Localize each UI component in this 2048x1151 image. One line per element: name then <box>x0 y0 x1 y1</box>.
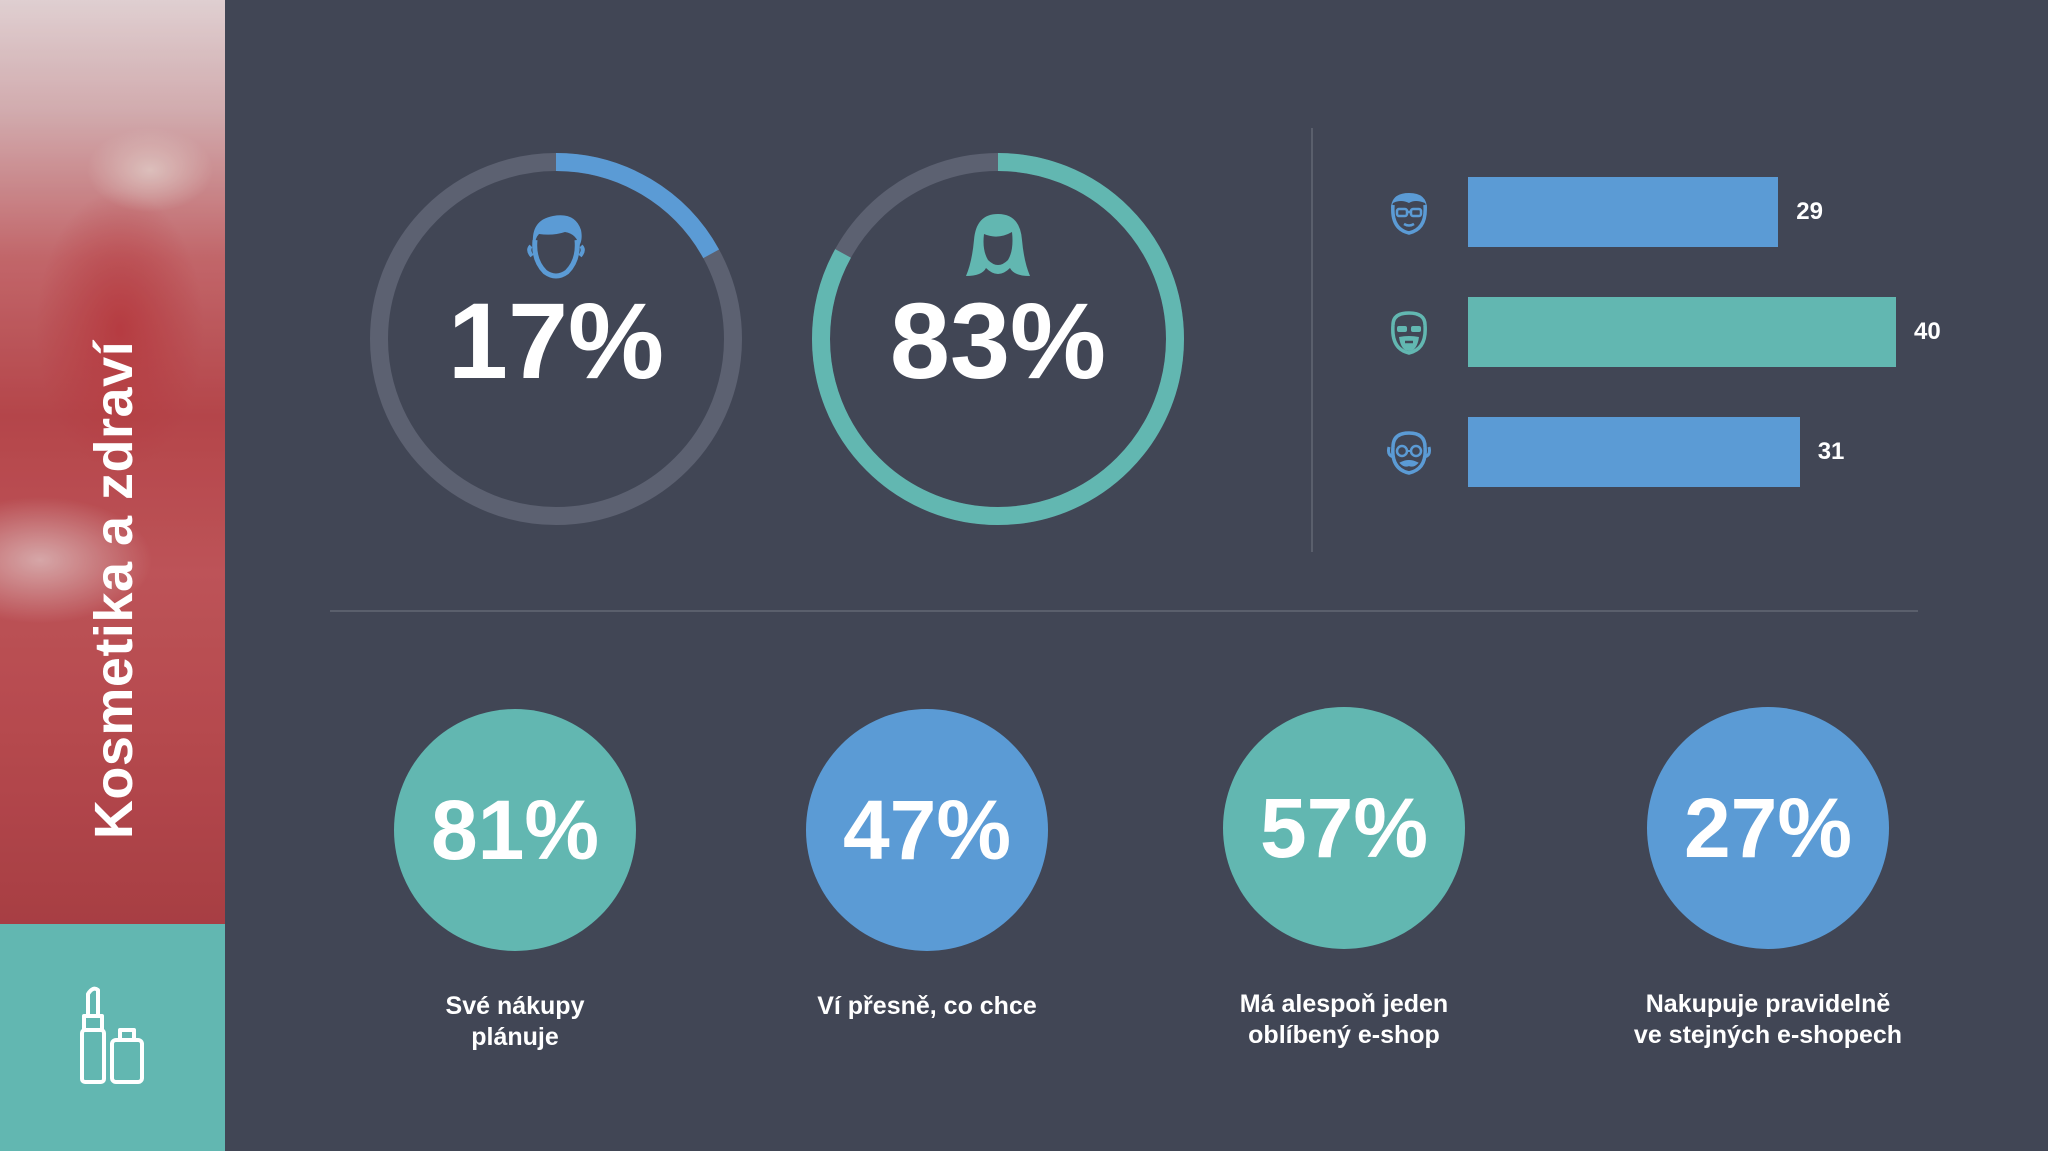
stat-label: Ví přesně, co chce <box>717 991 1137 1022</box>
bar <box>1468 297 1896 367</box>
stat-favorite-eshop: 57% Má alespoň jeden oblíbený e-shop <box>1134 707 1554 1051</box>
stat-label: Své nákupy plánuje <box>305 991 725 1053</box>
stat-label-line: oblíbený e-shop <box>1248 1021 1440 1049</box>
stat-circle: 57% <box>1223 707 1465 949</box>
sidebar-icon-panel <box>0 924 225 1151</box>
stat-label: Nakupuje pravidelně ve stejných e-shopec… <box>1558 989 1978 1051</box>
horizontal-divider <box>330 610 1918 612</box>
bar-value-label: 31 <box>1817 438 1845 465</box>
male-percent: 17% <box>447 280 665 401</box>
stat-circle: 81% <box>394 709 636 951</box>
lipstick-and-bottle-icon <box>80 986 144 1084</box>
stat-label: Má alespoň jeden oblíbený e-shop <box>1134 989 1554 1051</box>
male-head-icon <box>527 215 585 279</box>
stat-circle: 47% <box>806 709 1048 951</box>
male-percent-ring: 17% <box>369 152 743 526</box>
cosmetics-photo <box>0 0 225 924</box>
stat-label-line: Své nákupy <box>445 992 585 1020</box>
stat-plans-purchases: 81% Své nákupy plánuje <box>305 709 725 1053</box>
male-ring-chart <box>370 153 742 525</box>
bar-value-label: 29 <box>1796 198 1823 225</box>
bar <box>1468 177 1779 247</box>
young-man-glasses-icon <box>1391 193 1427 235</box>
female-percent: 83% <box>889 280 1107 401</box>
bar-value-label: 40 <box>1914 318 1941 345</box>
female-percent-ring: 83% <box>811 152 1185 526</box>
bar <box>1468 417 1800 487</box>
stat-knows-what-wants: 47% Ví přesně, co chce <box>717 709 1137 1022</box>
page-title: Kosmetika a zdraví <box>84 340 144 840</box>
stat-label-line: Nakupuje pravidelně <box>1645 990 1891 1018</box>
stat-label-line: Ví přesně, co chce <box>817 992 1037 1020</box>
stat-label-line: ve stejných e-shopech <box>1633 1021 1903 1049</box>
sidebar: Kosmetika a zdraví <box>0 0 225 1151</box>
stat-circle: 27% <box>1647 707 1889 949</box>
stat-regular-shopper: 27% Nakupuje pravidelně ve stejných e-sh… <box>1558 707 1978 1051</box>
stat-label-line: plánuje <box>471 1023 559 1051</box>
female-ring-chart <box>812 153 1184 525</box>
stat-label-line: Má alespoň jeden <box>1239 990 1449 1018</box>
female-head-icon <box>966 214 1030 276</box>
vertical-divider <box>1311 128 1313 552</box>
bearded-man-icon <box>1391 311 1427 355</box>
old-man-glasses-icon <box>1387 431 1431 475</box>
